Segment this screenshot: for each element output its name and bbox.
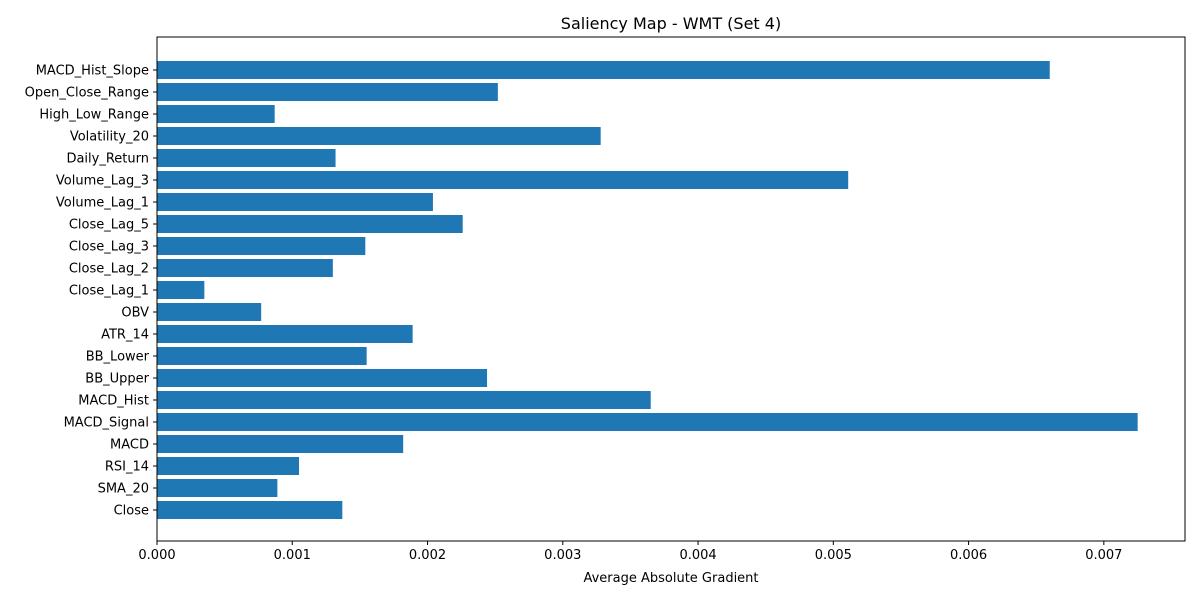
bar-open-close-range <box>157 83 498 101</box>
y-tick-label: Volume_Lag_1 <box>56 196 149 211</box>
bar-sma-20 <box>157 479 278 497</box>
y-tick-label: Close_Lag_2 <box>69 262 149 277</box>
y-tick-label: High_Low_Range <box>39 108 149 123</box>
y-tick-label: RSI_14 <box>105 460 149 475</box>
bar-close-lag-3 <box>157 237 366 255</box>
bar-close <box>157 501 343 519</box>
bar-rsi-14 <box>157 457 300 475</box>
x-tick-label: 0.006 <box>950 548 987 563</box>
y-tick-label: MACD_Signal <box>64 416 149 431</box>
y-tick-label: OBV <box>121 306 149 321</box>
x-tick-label: 0.004 <box>679 548 716 563</box>
x-tick-label: 0.001 <box>274 548 311 563</box>
y-tick-label: Close <box>114 504 149 519</box>
y-tick-label: MACD_Hist <box>78 394 149 409</box>
bar-volatility-20 <box>157 127 601 145</box>
bar-bb-lower <box>157 347 367 365</box>
bar-close-lag-2 <box>157 259 333 277</box>
x-tick-label: 0.005 <box>815 548 852 563</box>
bar-volume-lag-3 <box>157 171 849 189</box>
x-tick-label: 0.007 <box>1085 548 1122 563</box>
x-axis-ticks: 0.000 0.001 0.002 0.003 0.004 0.005 0.006 0.007 <box>138 541 1122 563</box>
bar-obv <box>157 303 262 321</box>
y-tick-label: ATR_14 <box>101 328 149 343</box>
x-tick-label: 0.000 <box>138 548 175 563</box>
bar-macd-hist-slope <box>157 61 1050 79</box>
y-tick-label: Close_Lag_5 <box>69 218 149 233</box>
y-tick-label: BB_Upper <box>85 372 149 387</box>
bar-atr-14 <box>157 325 413 343</box>
y-tick-label: Open_Close_Range <box>25 86 149 101</box>
bar-high-low-range <box>157 105 275 123</box>
bar-close-lag-5 <box>157 215 463 233</box>
y-tick-label: Close_Lag_1 <box>69 284 149 299</box>
x-axis-label: Average Absolute Gradient <box>583 571 758 586</box>
y-tick-label: MACD <box>110 438 149 453</box>
y-tick-label: SMA_20 <box>98 482 149 497</box>
y-tick-label: Close_Lag_3 <box>69 240 149 255</box>
bars-group <box>157 61 1138 519</box>
bar-daily-return <box>157 149 336 167</box>
y-tick-label: Volume_Lag_3 <box>56 174 149 189</box>
bar-macd-signal <box>157 413 1138 431</box>
bar-macd <box>157 435 404 453</box>
y-tick-label: MACD_Hist_Slope <box>36 64 149 79</box>
plot-frame <box>156 36 1186 542</box>
bar-close-lag-1 <box>157 281 205 299</box>
y-tick-label: Volatility_20 <box>70 130 149 145</box>
x-tick-label: 0.003 <box>544 548 581 563</box>
y-axis-ticks: Close SMA_20 RSI_14 MACD MACD_Signal MACD_His… <box>25 64 157 519</box>
bar-macd-hist <box>157 391 651 409</box>
y-tick-label: BB_Lower <box>86 350 150 365</box>
bar-volume-lag-1 <box>157 193 433 211</box>
bar-bb-upper <box>157 369 488 387</box>
y-tick-label: Daily_Return <box>66 152 149 167</box>
chart-title: Saliency Map - WMT (Set 4) <box>561 14 781 33</box>
x-tick-label: 0.002 <box>409 548 446 563</box>
